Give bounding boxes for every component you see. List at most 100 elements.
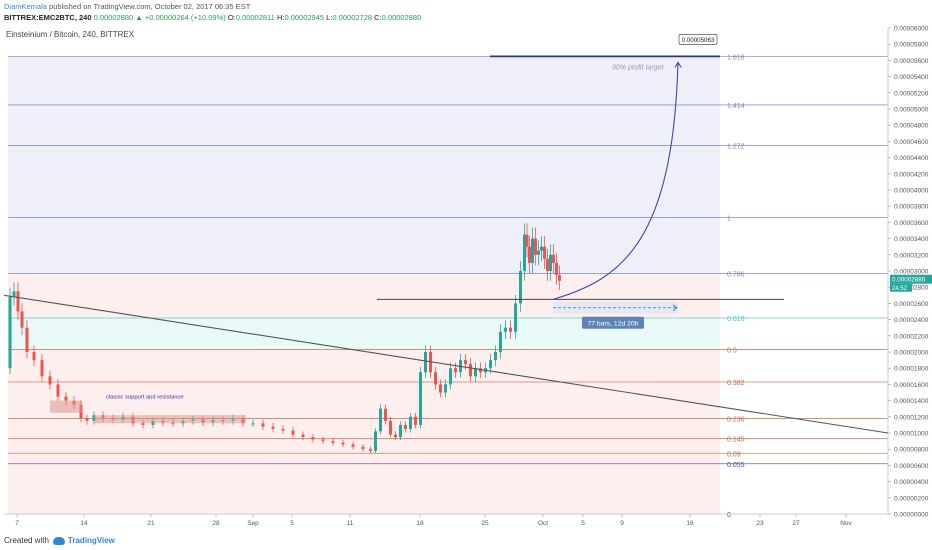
candle-body <box>543 246 546 259</box>
publish-info: DiamKemala published on TradingView.com,… <box>4 2 250 11</box>
candle-body <box>12 291 16 297</box>
date-range-arrow <box>672 304 678 312</box>
candle-body <box>321 439 325 442</box>
candle-body <box>504 327 507 332</box>
candle-body <box>555 262 558 276</box>
drawings: 0.00005063 90% profit target 77 bars, 12d … <box>3 34 932 434</box>
fib-zone <box>8 418 720 439</box>
candle-body <box>449 368 452 385</box>
fib-label: 0.618 <box>727 316 745 323</box>
time-axis: 7 14 21 28 Sep 5 11 18 25 Oct 5 9 16 23 27 Nov <box>4 513 888 527</box>
sr-zone-left <box>50 400 82 413</box>
price-tick-label: 0.00002000 <box>894 350 929 357</box>
time-tick-label: Oct <box>538 520 548 527</box>
candle-body <box>261 423 265 427</box>
price-tick-label: 0.00000400 <box>894 479 929 486</box>
candle-body <box>514 303 517 332</box>
candle-body <box>546 258 549 271</box>
time-tick-label: 25 <box>481 520 489 527</box>
fib-zone <box>8 453 720 464</box>
fib-zone <box>8 217 720 274</box>
fib-label: 0.055 <box>727 462 745 469</box>
high-label: H: <box>276 13 285 22</box>
current-price-label: 0.00002880 <box>892 277 926 284</box>
candle-body <box>419 372 422 425</box>
fib-label: 0.5 <box>727 348 737 355</box>
time-tick-label: 9 <box>620 520 624 527</box>
fib-zones <box>4 28 888 514</box>
candle-body <box>424 352 427 373</box>
candle-body <box>25 327 29 352</box>
candle-body <box>523 234 526 271</box>
price-tick-label: 0.00001000 <box>894 431 929 438</box>
candle-body <box>519 271 522 304</box>
price-tick-label: 0.00000000 <box>894 512 929 519</box>
price-tick-label: 0.00001800 <box>894 366 929 373</box>
time-tick-label: 5 <box>581 520 585 527</box>
candle-body <box>20 311 24 328</box>
candle-body <box>537 250 540 255</box>
fib-zone <box>8 438 720 454</box>
author-link[interactable]: DiamKemala <box>4 2 47 11</box>
candle-body <box>251 423 255 425</box>
candle-body <box>369 449 372 451</box>
target-price-box <box>678 34 718 45</box>
projection-curve <box>552 62 679 300</box>
price-axis: 0.00000000 0.00000200 0.00000400 0.00000600… <box>887 26 929 519</box>
time-tick-label: 27 <box>792 520 800 527</box>
price-tick-label: 0.00004200 <box>894 171 929 178</box>
price-chart[interactable]: 00.0550.090.1450.2360.3820.50.6180.78611… <box>0 24 932 528</box>
price-tick-label: 0.00005400 <box>894 74 929 81</box>
candle-body <box>331 441 335 443</box>
support-resistance-label: classic support and resistance <box>106 395 184 401</box>
candle-body <box>469 364 472 377</box>
ohlc-info: BITTREX:EMC2BTC, 240 0.00002880 ▲ +0.000… <box>4 13 421 22</box>
time-tick-label: 28 <box>212 520 220 527</box>
price-tick-label: 0.00003200 <box>894 252 929 259</box>
candle-body <box>439 384 442 393</box>
price-tick-label: 0.00002600 <box>894 301 929 308</box>
tradingview-link[interactable]: TradingView <box>67 536 115 545</box>
fib-label: 0.145 <box>727 437 745 444</box>
fib-zone <box>8 145 720 218</box>
candle-body <box>379 408 382 432</box>
candle-body <box>404 424 407 429</box>
price-tick-label: 0.00004000 <box>894 188 929 195</box>
fib-label: 0.09 <box>727 451 741 458</box>
candle-body <box>489 360 492 369</box>
price-tick-label: 0.00002200 <box>894 333 929 340</box>
candle-body <box>361 446 365 450</box>
projection-arrowhead <box>674 61 682 68</box>
fib-zone <box>8 104 720 146</box>
candle-body <box>291 430 295 435</box>
candle-body <box>531 238 534 263</box>
candle-body <box>434 372 437 385</box>
price-tick-label: 0.00006000 <box>894 26 929 33</box>
time-tick-label: 14 <box>80 520 88 527</box>
candle-body <box>341 442 345 445</box>
low-value: 0.00002728 <box>332 13 373 22</box>
price-change: ▲ +0.00000264 (+10.09%) <box>135 13 226 22</box>
price-tick-label: 0.00005000 <box>894 107 929 114</box>
candle-body <box>351 444 355 447</box>
publish-date: published on TradingView.com, October 02… <box>49 2 251 11</box>
candle-body <box>409 416 412 429</box>
candle-body <box>464 360 467 365</box>
price-tick-label: 0.00001200 <box>894 414 929 421</box>
fib-label: 0 <box>727 512 731 519</box>
candle-body <box>281 428 285 431</box>
close-label: C: <box>374 13 382 22</box>
candle-body <box>558 275 561 281</box>
chart-area[interactable]: 0 0.055 0.09 0.145 0.236 0.382 0.5 0.618 0.786 1 1… <box>0 24 932 528</box>
candle-body <box>499 331 502 352</box>
trendline <box>3 294 889 434</box>
chart-header: DiamKemala published on TradingView.com,… <box>0 0 932 24</box>
time-tick-label: 23 <box>756 520 764 527</box>
price-tick-label: 0.00000800 <box>894 447 929 454</box>
candle-body <box>141 423 145 425</box>
bars-label: 77 bars, 12d 20h <box>587 320 638 327</box>
price-tick-label: 0.00003400 <box>894 236 929 243</box>
candle-body <box>389 420 392 435</box>
candle-body <box>384 408 387 421</box>
time-tick-label: 21 <box>147 520 155 527</box>
